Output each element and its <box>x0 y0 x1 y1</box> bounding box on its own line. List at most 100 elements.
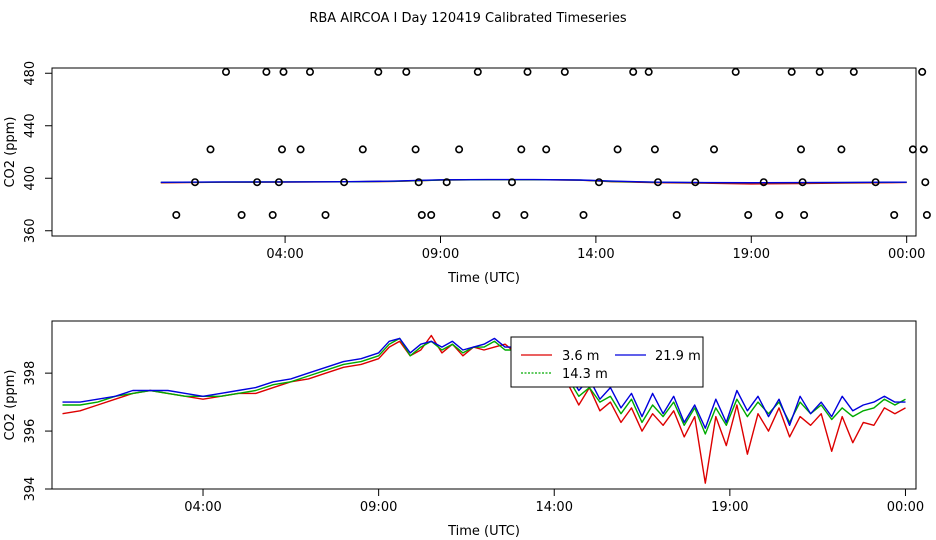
top-y-axis: 360 400 440 480 <box>23 61 52 243</box>
calibration-point <box>402 67 411 76</box>
calibration-point <box>796 145 805 154</box>
y-tick-label: 396 <box>23 419 38 444</box>
calibration-point <box>517 145 526 154</box>
y-tick-label: 360 <box>23 218 38 243</box>
bottom-plot-frame <box>51 320 917 490</box>
y-tick-label: 440 <box>23 113 38 138</box>
y-tick-label: 400 <box>23 166 38 191</box>
calibration-point <box>672 211 681 220</box>
y-tick-label: 480 <box>23 61 38 86</box>
top-calibration-points <box>172 67 931 220</box>
calibration-point <box>613 145 622 154</box>
legend: 3.6 m 21.9 m 14.3 m <box>510 336 704 388</box>
calibration-point <box>709 145 718 154</box>
calibration-point <box>919 145 928 154</box>
calibration-point <box>279 67 288 76</box>
x-tick-label: 09:00 <box>422 247 459 262</box>
calibration-point <box>922 211 931 220</box>
calibration-point <box>507 178 516 187</box>
calibration-point <box>442 178 451 187</box>
calibration-point <box>921 178 930 187</box>
calibration-point <box>815 67 824 76</box>
top-series-lines <box>160 178 907 185</box>
calibration-point <box>918 67 927 76</box>
calibration-point <box>492 211 501 220</box>
series-line-21-9-m <box>62 337 906 429</box>
x-tick-label: 04:00 <box>266 247 303 262</box>
calibration-point <box>222 67 231 76</box>
legend-box <box>510 336 704 388</box>
calibration-point <box>274 178 283 187</box>
y-tick-label: 398 <box>23 361 38 386</box>
x-tick-label: 00:00 <box>888 247 925 262</box>
calibration-point <box>775 211 784 220</box>
calibration-point <box>321 211 330 220</box>
calibration-point <box>253 178 262 187</box>
calibration-point <box>455 145 464 154</box>
series-line-21-9-m <box>160 178 907 184</box>
x-tick-label: 19:00 <box>711 500 748 515</box>
calibration-point <box>908 145 917 154</box>
calibration-point <box>629 67 638 76</box>
bottom-y-axis: 394 396 398 <box>23 361 52 502</box>
calibration-point <box>560 67 569 76</box>
calibration-point <box>262 67 271 76</box>
legend-label-21-9m: 21.9 m <box>655 349 701 364</box>
calibration-point <box>890 211 899 220</box>
top-plot-frame <box>51 67 917 237</box>
top-x-axis-label: Time (UTC) <box>447 271 520 286</box>
calibration-point <box>414 178 423 187</box>
calibration-point <box>542 145 551 154</box>
top-y-axis-label: CO2 (ppm) <box>3 116 18 187</box>
bottom-series-lines <box>62 334 906 484</box>
legend-label-14-3m: 14.3 m <box>562 367 608 382</box>
calibration-point <box>374 67 383 76</box>
x-tick-label: 09:00 <box>360 500 397 515</box>
x-tick-label: 04:00 <box>184 500 221 515</box>
top-panel: 04:00 09:00 14:00 19:00 00:00 360 400 440 480 T… <box>3 61 931 286</box>
calibration-point <box>191 178 200 187</box>
calibration-point <box>691 178 700 187</box>
x-tick-label: 14:00 <box>536 500 573 515</box>
calibration-point <box>172 211 181 220</box>
calibration-point <box>653 178 662 187</box>
bottom-panel: 04:00 09:00 14:00 19:00 00:00 394 396 398 Time… <box>3 320 924 539</box>
calibration-point <box>871 178 880 187</box>
calibration-point <box>849 67 858 76</box>
calibration-point <box>340 178 349 187</box>
calibration-point <box>837 145 846 154</box>
calibration-point <box>268 211 277 220</box>
calibration-point <box>277 145 286 154</box>
calibration-point <box>473 67 482 76</box>
calibration-point <box>579 211 588 220</box>
x-tick-label: 14:00 <box>577 247 614 262</box>
series-line-14-3-m <box>62 337 906 435</box>
calibration-point <box>744 211 753 220</box>
bottom-x-axis-label: Time (UTC) <box>447 524 520 539</box>
calibration-point <box>798 178 807 187</box>
calibration-point <box>427 211 436 220</box>
calibration-point <box>237 211 246 220</box>
bottom-y-axis-label: CO2 (ppm) <box>3 369 18 440</box>
calibration-point <box>650 145 659 154</box>
calibration-point <box>206 145 215 154</box>
calibration-point <box>305 67 314 76</box>
calibration-point <box>296 145 305 154</box>
series-line-3-6-m <box>62 334 906 484</box>
legend-label-3-6m: 3.6 m <box>562 349 599 364</box>
calibration-point <box>731 67 740 76</box>
calibration-point <box>520 211 529 220</box>
calibration-point <box>644 67 653 76</box>
x-tick-label: 00:00 <box>887 500 924 515</box>
calibration-point <box>411 145 420 154</box>
bottom-x-axis: 04:00 09:00 14:00 19:00 00:00 <box>184 489 924 515</box>
top-x-axis: 04:00 09:00 14:00 19:00 00:00 <box>266 236 925 262</box>
y-tick-label: 394 <box>23 477 38 502</box>
calibration-point <box>358 145 367 154</box>
calibration-point <box>594 178 603 187</box>
calibration-point <box>523 67 532 76</box>
x-tick-label: 19:00 <box>733 247 770 262</box>
calibration-point <box>417 211 426 220</box>
calibration-point <box>759 178 768 187</box>
